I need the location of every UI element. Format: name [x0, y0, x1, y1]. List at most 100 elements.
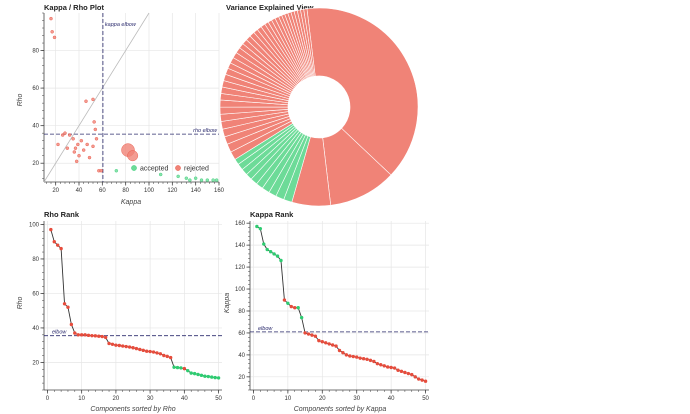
legend-accepted-label: accepted — [140, 166, 169, 173]
kappa-rho-y-tick-label: 20 — [32, 161, 39, 167]
kappa-rank-point — [296, 305, 300, 310]
rho-rank-point — [121, 344, 125, 348]
kappa-rank-point — [341, 350, 345, 355]
rho-rank-point — [144, 349, 149, 353]
kappa-rank-point — [279, 258, 283, 263]
kappa-rank-y-tick-label: 40 — [238, 353, 245, 359]
accepted-point — [188, 178, 192, 182]
kappa-rank-x-tick-label: 40 — [388, 396, 395, 402]
kappa-rho-ylabel: Rho — [17, 93, 24, 106]
rejected-point — [56, 142, 60, 147]
kappa-rank-y-tick-label: 120 — [235, 265, 246, 271]
rejected-point — [63, 131, 67, 135]
rho-rank-point — [203, 374, 207, 378]
kappa-rank-x-tick-label: 50 — [422, 396, 429, 402]
kappa-rank-point — [361, 357, 366, 361]
kappa-rank-point — [423, 379, 428, 383]
kappa-rank-point — [330, 343, 335, 347]
kappa-rank-x-tick-label: 10 — [285, 396, 292, 402]
rho-rank-point — [103, 335, 108, 340]
kappa-rank-point — [265, 247, 269, 252]
kappa-rank-plot[interactable]: Kappa Rank Components sorted by Kappa Ka… — [224, 210, 430, 413]
kappa-rank-point — [403, 370, 407, 375]
kappa-rank-point — [306, 332, 311, 336]
rho-rank-point — [199, 373, 204, 378]
kappa-rank-y-tick-label: 20 — [238, 375, 245, 381]
rho-rank-point — [86, 333, 91, 338]
kappa-rank-point — [392, 366, 397, 370]
kappa-rank-point — [275, 254, 280, 258]
variance-slice-rejected — [303, 8, 316, 77]
kappa-rank-point — [327, 342, 331, 346]
rho-rank-y-tick-label: 100 — [29, 222, 40, 228]
rho-rank-plot[interactable]: Rho Rank Components sorted by Rho Rho 0 1… — [17, 210, 223, 413]
kappa-rank-point — [293, 305, 297, 310]
rho-rank-point — [117, 343, 122, 348]
rho-rank-point — [52, 239, 56, 244]
rejected-point — [81, 148, 86, 152]
rejected-point — [72, 150, 77, 154]
rho-rank-title: Rho Rank — [44, 210, 80, 219]
rho-rank-point — [114, 343, 118, 347]
rho-rank-y-tick-label: 20 — [32, 360, 39, 366]
kappa-rank-point — [385, 365, 390, 369]
kappa-rank-point — [420, 378, 424, 382]
kappa-rank-point — [358, 356, 362, 360]
rho-elbow-label: rho elbow — [193, 128, 218, 134]
kappa-rank-point — [299, 315, 304, 320]
kappa-rank-xlabel: Components sorted by Kappa — [294, 406, 387, 413]
rejected-point — [67, 133, 72, 137]
rho-rank-point — [110, 342, 115, 347]
rho-rank-ylabel: Rho — [17, 296, 24, 309]
variance-explained-view[interactable]: Variance Explained View — [219, 3, 419, 207]
rho-rank-point — [189, 371, 193, 375]
rho-rank-point — [206, 374, 211, 379]
rejected-point — [60, 133, 65, 137]
kappa-rank-point — [406, 371, 411, 376]
kappa-rho-x-tick-label: 60 — [99, 188, 106, 194]
kappa-rank-point — [320, 340, 324, 344]
kappa-rank-point — [310, 333, 314, 337]
rho-rank-y-tick-label: 40 — [32, 326, 39, 332]
kappa-rank-point — [351, 354, 355, 359]
rho-rank-point — [97, 334, 101, 338]
kappa-rank-point — [303, 331, 307, 335]
kappa-rank-title: Kappa Rank — [250, 210, 294, 219]
rho-rank-point — [186, 368, 190, 373]
kappa-rank-y-tick-label: 80 — [238, 309, 245, 315]
rejected-point — [49, 16, 53, 21]
rho-rank-point — [79, 333, 84, 337]
kappa-rho-x-tick-label: 80 — [122, 188, 129, 194]
rho-rank-point — [165, 354, 169, 359]
kappa-rho-x-tick-label: 160 — [214, 188, 225, 194]
accepted-point — [211, 178, 215, 182]
rho-rank-x-tick-label: 30 — [147, 396, 154, 402]
rho-rank-point — [141, 348, 145, 353]
rho-rank-point — [83, 333, 87, 337]
legend-rejected-label: rejected — [184, 166, 209, 173]
rho-rank-point — [62, 302, 67, 306]
rho-rank-point — [90, 333, 94, 338]
rho-rank-point — [55, 243, 60, 247]
kappa-rank-line — [256, 226, 426, 382]
kappa-rank-point — [268, 250, 273, 254]
accepted-point — [158, 172, 163, 177]
rejected-point — [79, 138, 84, 143]
rho-rank-point — [66, 305, 70, 309]
rho-rank-point — [49, 227, 53, 232]
rejected-point — [127, 150, 139, 162]
rho-rank-point — [192, 371, 197, 376]
rho-rank-point — [138, 347, 142, 352]
kappa-rank-point — [289, 304, 294, 309]
kappa-rank-point — [317, 338, 321, 343]
kappa-rank-point — [286, 301, 290, 306]
kappa-rho-plot[interactable]: Kappa / Rho Plot Kappa Rho 20 40 60 80 100 12… — [17, 3, 225, 206]
identity-line — [43, 12, 150, 183]
kappa-elbow-label: kappa elbow — [105, 22, 137, 28]
rho-rank-point — [210, 375, 214, 379]
variance-title: Variance Explained View — [226, 3, 314, 12]
kappa-rank-point — [365, 357, 369, 361]
kappa-rank-x-tick-label: 30 — [353, 396, 360, 402]
kappa-rank-point — [262, 242, 266, 246]
rho-rank-elbow-label: elbow — [52, 330, 67, 336]
